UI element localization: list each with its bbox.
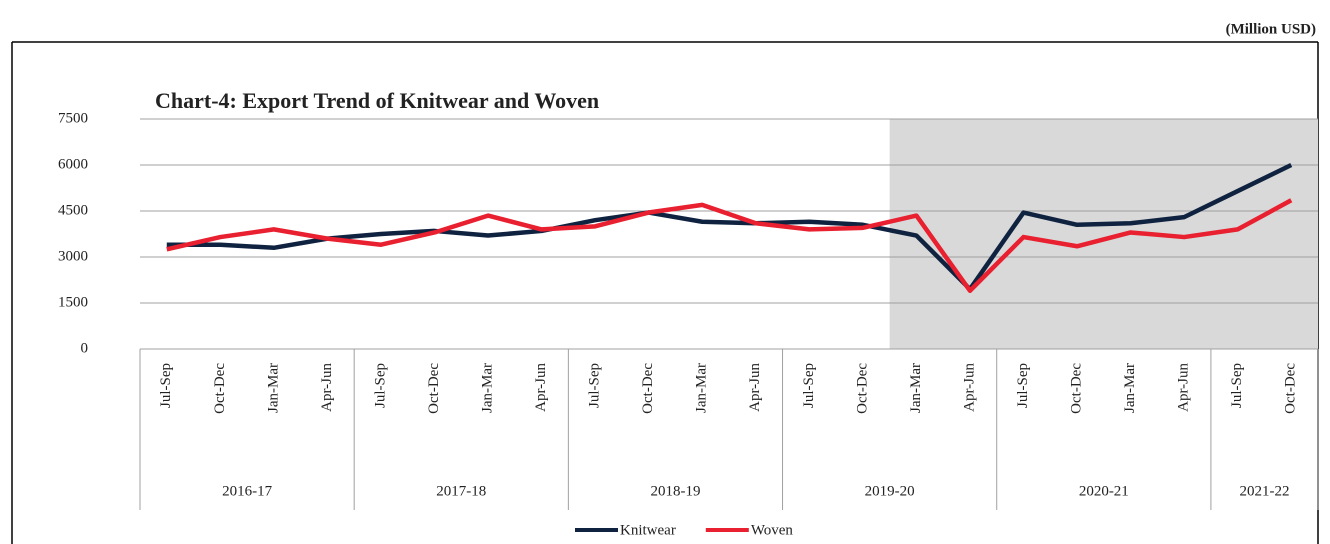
y-tick-label: 6000 [58, 156, 88, 172]
x-tick-label: Apr-Jun [747, 363, 763, 412]
highlight-region [889, 119, 1318, 349]
x-tick-label: Apr-Jun [961, 363, 977, 412]
x-tick-label: Oct-Dec [640, 363, 656, 414]
x-tick-label: Oct-Dec [212, 363, 228, 414]
group-label: 2018-19 [650, 483, 700, 499]
x-tick-label: Jan-Mar [479, 363, 495, 413]
y-tick-label: 0 [81, 340, 89, 356]
x-tick-label: Apr-Jun [533, 363, 549, 412]
unit-note: (Million USD) [1226, 21, 1316, 37]
x-tick-label: Jul-Sep [158, 363, 174, 408]
group-label: 2016-17 [222, 483, 272, 499]
legend-label: Knitwear [620, 522, 676, 538]
legend-label: Woven [751, 522, 794, 538]
y-tick-label: 3000 [58, 248, 88, 264]
group-label: 2021-22 [1239, 483, 1289, 499]
series-line [166, 198, 1293, 293]
x-tick-label: Jul-Sep [587, 363, 603, 408]
x-tick-label: Jan-Mar [694, 363, 710, 413]
x-tick-label: Jul-Sep [372, 363, 388, 408]
y-tick-label: 7500 [58, 110, 88, 126]
x-tick-label: Oct-Dec [1068, 363, 1084, 414]
group-label: 2019-20 [865, 483, 915, 499]
x-tick-label: Jan-Mar [908, 363, 924, 413]
chart-title: Chart-4: Export Trend of Knitwear and Wo… [155, 88, 599, 113]
x-tick-label: Oct-Dec [426, 363, 442, 414]
x-tick-label: Apr-Jun [319, 363, 335, 412]
x-tick-label: Jul-Sep [1015, 363, 1031, 408]
x-tick-label: Oct-Dec [1283, 363, 1299, 414]
x-tick-label: Apr-Jun [1176, 363, 1192, 412]
group-label: 2020-21 [1079, 483, 1129, 499]
y-tick-label: 4500 [58, 202, 88, 218]
series-line [166, 162, 1293, 292]
x-tick-label: Jul-Sep [801, 363, 817, 408]
x-tick-label: Jan-Mar [1122, 363, 1138, 413]
x-tick-label: Jan-Mar [265, 363, 281, 413]
x-tick-label: Oct-Dec [854, 363, 870, 414]
x-tick-label: Jul-Sep [1229, 363, 1245, 408]
group-label: 2017-18 [436, 483, 486, 499]
y-tick-label: 1500 [58, 294, 88, 310]
